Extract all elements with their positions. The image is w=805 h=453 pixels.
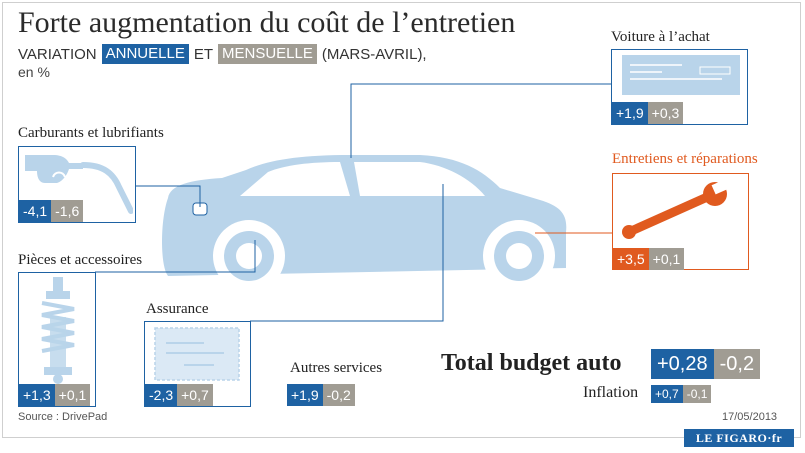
value-voiture-monthly: +0,3	[647, 102, 684, 124]
label-pieces: Pièces et accessoires	[18, 252, 143, 268]
subtitle-connector: ET	[193, 45, 213, 63]
inflation-label: Inflation	[583, 384, 639, 401]
value-autres-annual: +1,9	[287, 384, 323, 406]
values-autres: +1,9 -0,2	[287, 384, 355, 406]
insurance-card-icon	[154, 327, 240, 381]
legend-monthly-tag: MENSUELLE	[218, 44, 317, 64]
value-carburants-monthly: -1,6	[51, 200, 84, 222]
infographic-frame	[2, 2, 801, 438]
value-total-monthly: -0,2	[713, 349, 761, 379]
connector-assurance	[250, 184, 444, 322]
connector-voiture	[350, 83, 611, 158]
label-voiture: Voiture à l’achat	[611, 29, 710, 45]
value-entretiens-monthly: +0,1	[648, 248, 685, 270]
subtitle: VARIATION ANNUELLE ET MENSUELLE (MARS-AV…	[18, 44, 427, 64]
shock-absorber-icon	[41, 277, 75, 384]
wrench-icon	[622, 182, 729, 239]
connector-pieces	[95, 240, 256, 273]
value-total-annual: +0,28	[651, 349, 714, 379]
value-carburants-annual: -4,1	[19, 200, 52, 222]
value-pieces-annual: +1,3	[19, 384, 55, 406]
values-assurance: -2,3 +0,7	[145, 384, 213, 406]
subtitle-prefix: VARIATION	[18, 45, 97, 63]
source-note: Source : DrivePad	[18, 411, 108, 423]
total-label: Total budget auto	[441, 350, 622, 376]
values-carburants: -4,1 -1,6	[19, 200, 84, 222]
label-carburants: Carburants et lubrifiants	[18, 125, 164, 141]
value-autres-monthly: -0,2	[322, 384, 355, 406]
page-title: Forte augmentation du coût de l’entretie…	[18, 6, 516, 39]
value-assurance-annual: -2,3	[145, 384, 178, 406]
unit-label: en %	[18, 64, 50, 80]
value-inflation-monthly: -0,1	[682, 385, 712, 403]
label-autres: Autres services	[290, 360, 383, 376]
values-pieces: +1,3 +0,1	[19, 384, 91, 406]
car-window-front	[354, 162, 485, 196]
legend-annual-tag: ANNUELLE	[101, 44, 189, 64]
publication-date: 17/05/2013	[722, 411, 778, 423]
values-entretiens: +3,5 +0,1	[613, 248, 685, 270]
subtitle-period: (MARS-AVRIL),	[321, 45, 427, 63]
values-inflation: +0,7 -0,1	[651, 385, 712, 403]
label-entretiens: Entretiens et réparations	[612, 151, 758, 167]
value-pieces-monthly: +0,1	[54, 384, 91, 406]
le-figaro-logo: LE FIGARO·fr	[684, 429, 794, 447]
cheque-icon	[622, 55, 740, 95]
values-total: +0,28 -0,2	[651, 349, 761, 379]
value-inflation-annual: +0,7	[651, 385, 683, 403]
car-window-rear	[240, 162, 350, 196]
value-entretiens-annual: +3,5	[613, 248, 649, 270]
values-voiture: +1,9 +0,3	[612, 102, 684, 124]
label-assurance: Assurance	[146, 301, 209, 317]
value-assurance-monthly: +0,7	[177, 384, 213, 406]
connector-carburants	[136, 185, 201, 207]
value-voiture-annual: +1,9	[612, 102, 648, 124]
fuel-nozzle-icon	[25, 155, 133, 214]
